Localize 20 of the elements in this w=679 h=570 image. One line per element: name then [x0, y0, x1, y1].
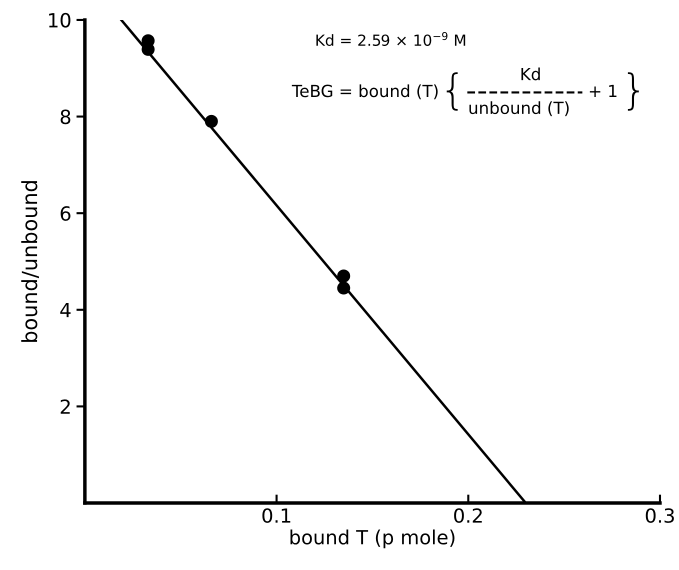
x-tick-label: 0.3: [646, 508, 674, 523]
annotation: TeBG = bound (T): [292, 84, 438, 100]
x-tick-label: 0.2: [454, 508, 482, 523]
annotation: unbound (T): [469, 101, 569, 116]
y-tick-label: 10: [49, 12, 70, 28]
x-axis-title: bound T (p mole): [290, 529, 454, 548]
point: [337, 282, 350, 295]
x-tick-label: 0.1: [262, 508, 290, 523]
annotation: + 1: [590, 84, 616, 98]
y-tick-label: 4: [60, 303, 71, 318]
annotation: {: [446, 72, 458, 111]
y-tick-label: 2: [60, 399, 70, 414]
point: [204, 114, 218, 128]
annotation: }: [628, 72, 639, 111]
point: [337, 269, 350, 282]
annotation: Kd: [521, 67, 540, 80]
annotation: Kd = 2.59 × 10$^{−9}$ M: [316, 32, 466, 46]
y-tick-label: 6: [60, 206, 70, 221]
y-tick-label: 8: [60, 110, 70, 124]
y-axis-title: bound/unbound: [21, 181, 39, 342]
